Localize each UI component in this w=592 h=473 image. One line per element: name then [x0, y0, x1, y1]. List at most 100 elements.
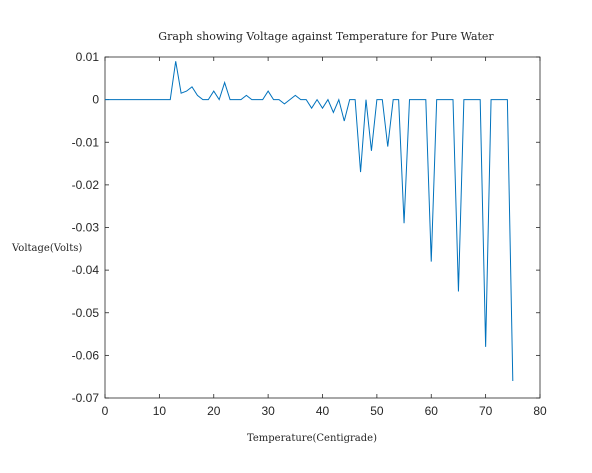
data-point	[512, 380, 513, 381]
data-point	[496, 99, 497, 100]
data-point	[148, 99, 149, 100]
plot-area	[104, 56, 541, 399]
data-point	[186, 91, 187, 92]
data-point	[284, 103, 285, 104]
data-point	[442, 99, 443, 100]
data-point	[360, 172, 361, 173]
data-point	[409, 99, 410, 100]
data-point	[431, 261, 432, 262]
y-tick-label: -0.04	[72, 263, 100, 277]
data-point	[126, 99, 127, 100]
data-point	[338, 99, 339, 100]
x-tick-label: 60	[425, 404, 439, 418]
data-point	[355, 99, 356, 100]
data-point	[306, 99, 307, 100]
data-point	[317, 99, 318, 100]
data-point	[153, 99, 154, 100]
data-point	[137, 99, 138, 100]
data-point	[295, 95, 296, 96]
data-point	[382, 99, 383, 100]
data-point	[398, 99, 399, 100]
data-point	[404, 223, 405, 224]
data-point	[224, 82, 225, 83]
data-point	[300, 99, 301, 100]
x-axis-ticks: 0 10 20 30 40 50 60 70 80	[102, 57, 547, 418]
series-0	[105, 61, 514, 381]
x-tick-label: 20	[207, 404, 221, 418]
data-point	[257, 99, 258, 100]
data-point	[469, 99, 470, 100]
data-point	[192, 86, 193, 87]
data-point	[273, 99, 274, 100]
data-point	[366, 99, 367, 100]
data-point	[230, 99, 231, 100]
data-point	[262, 99, 263, 100]
data-point	[181, 93, 182, 94]
data-point	[453, 99, 454, 100]
data-point	[105, 99, 106, 100]
data-point	[322, 108, 323, 109]
data-point	[333, 112, 334, 113]
data-point	[344, 120, 345, 121]
data-point	[387, 146, 388, 147]
data-layer	[105, 61, 514, 381]
data-point	[143, 99, 144, 100]
data-point	[159, 99, 160, 100]
y-axis-label: Voltage(Volts)	[11, 243, 82, 254]
y-tick-label: -0.05	[72, 306, 100, 320]
data-point	[202, 99, 203, 100]
data-point	[393, 99, 394, 100]
data-point	[327, 99, 328, 100]
y-tick-label: -0.03	[72, 221, 100, 235]
y-tick-label: -0.01	[72, 135, 100, 149]
data-point	[474, 99, 475, 100]
data-point	[246, 95, 247, 96]
data-point	[420, 99, 421, 100]
data-point	[251, 99, 252, 100]
x-tick-label: 0	[102, 404, 109, 418]
data-point	[491, 99, 492, 100]
data-point	[175, 61, 176, 62]
data-point	[219, 99, 220, 100]
data-point	[289, 99, 290, 100]
x-tick-label: 70	[479, 404, 493, 418]
data-point	[414, 99, 415, 100]
data-point	[376, 99, 377, 100]
data-point	[501, 99, 502, 100]
data-point	[208, 99, 209, 100]
data-point	[485, 346, 486, 347]
data-point	[447, 99, 448, 100]
data-point	[132, 99, 133, 100]
data-point	[463, 99, 464, 100]
data-point	[436, 99, 437, 100]
x-tick-label: 50	[370, 404, 384, 418]
data-point	[458, 291, 459, 292]
data-point	[279, 99, 280, 100]
data-point	[240, 99, 241, 100]
data-point	[197, 95, 198, 96]
series-line	[105, 61, 514, 381]
y-axis-ticks: 0.01 0 -0.01 -0.02 -0.03 -0.04 -0.05 -0.06 -0.07	[72, 50, 540, 405]
y-tick-label: -0.02	[72, 178, 100, 192]
data-point	[235, 99, 236, 100]
data-point	[268, 91, 269, 92]
x-tick-label: 30	[261, 404, 275, 418]
data-point	[311, 108, 312, 109]
data-point	[213, 91, 214, 92]
x-tick-label: 10	[153, 404, 167, 418]
data-point	[121, 99, 122, 100]
data-point	[110, 99, 111, 100]
data-point	[115, 99, 116, 100]
y-tick-label: 0.01	[76, 50, 100, 64]
x-tick-label: 40	[316, 404, 330, 418]
y-tick-label: -0.06	[72, 348, 100, 362]
data-point	[164, 99, 165, 100]
data-point	[170, 99, 171, 100]
data-point	[349, 99, 350, 100]
x-axis-label: Temperature(Centigrade)	[247, 433, 377, 444]
data-point	[480, 99, 481, 100]
y-tick-label: -0.07	[72, 391, 100, 405]
data-point	[425, 99, 426, 100]
x-tick-label: 80	[533, 404, 547, 418]
